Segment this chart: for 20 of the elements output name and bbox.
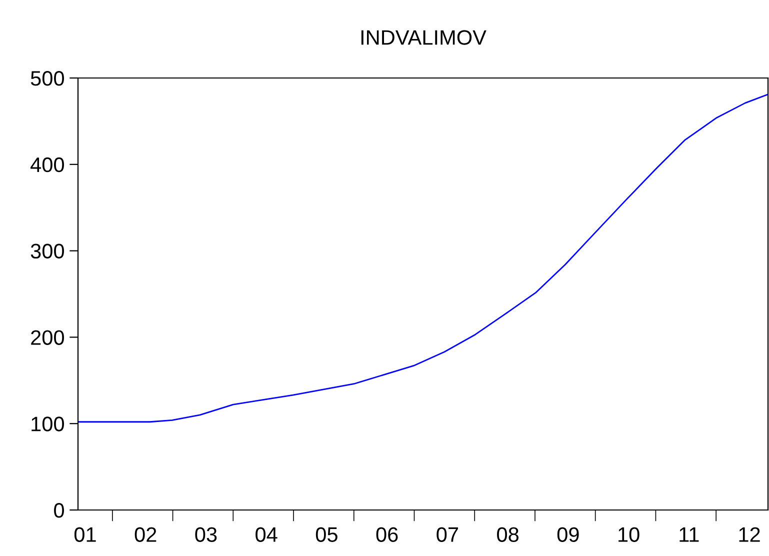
- x-tick-label: 06: [376, 527, 398, 542]
- y-tick-label: 500: [30, 71, 64, 86]
- chart-title: INDVALIMOV: [361, 30, 486, 45]
- y-tick-label: 400: [30, 157, 64, 172]
- line-series: [78, 94, 768, 423]
- x-tick-label: 12: [739, 527, 760, 542]
- y-tick-label: 0: [54, 503, 64, 518]
- x-tick-label: 03: [195, 527, 217, 542]
- x-tick-label: 07: [436, 527, 458, 542]
- x-tick-label: 01: [74, 527, 96, 542]
- x-tick-label: 11: [680, 527, 699, 542]
- x-tick-label: 02: [134, 527, 156, 542]
- x-tick-label: 10: [618, 527, 640, 542]
- y-tick-label: 200: [31, 330, 64, 345]
- x-tick-label: 04: [256, 527, 278, 542]
- x-tick-label: 08: [497, 527, 518, 542]
- x-tick-label: 09: [557, 527, 579, 542]
- x-tick-label: 05: [316, 527, 338, 542]
- y-tick-label: 100: [32, 416, 64, 432]
- y-tick-label: 300: [30, 244, 64, 259]
